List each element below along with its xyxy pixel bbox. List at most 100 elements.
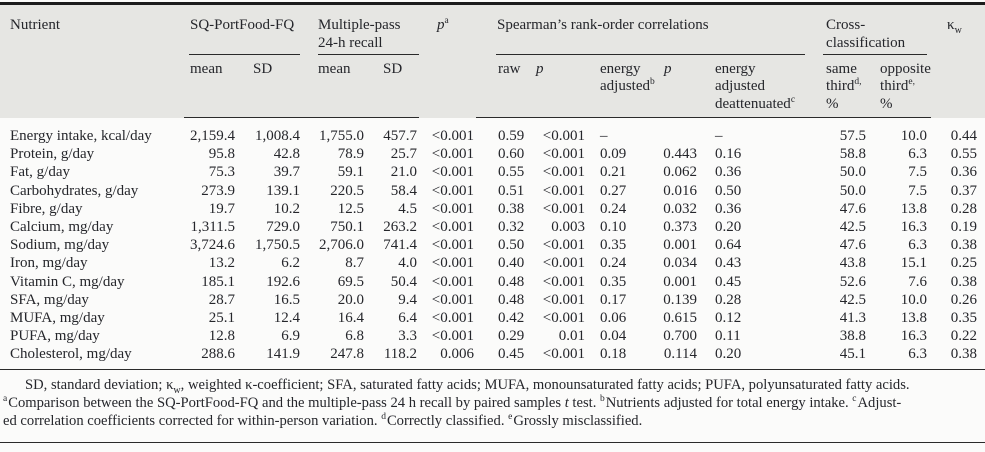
group-label-spearman: Spearman’s rank-order correlations	[497, 17, 709, 33]
recall-sd-cell: 263.2	[383, 219, 418, 236]
raw-correlation-cell: 0.45	[498, 346, 525, 363]
raw-p-cell: <0.001	[542, 182, 586, 199]
opposite-third-cell: 7.5	[908, 182, 928, 199]
group-label-cross: Cross-classification	[826, 17, 906, 51]
recall-mean-cell: 750.1	[330, 219, 364, 236]
nutrient-row: SFA, mg/day 28.7 16.5 20.0 9.4 <0.001 0.…	[0, 291, 985, 309]
same-third-cell: 50.0	[839, 164, 867, 181]
footnote-abbreviations: SD, standard deviation; κw, weighted κ-c…	[25, 376, 910, 396]
raw-p-cell: <0.001	[542, 291, 586, 308]
opposite-third-cell: 10.0	[900, 291, 928, 308]
nutrient-name-cell: Iron, mg/day	[10, 255, 88, 272]
raw-p-cell: <0.001	[542, 310, 586, 327]
recall-sd-cell: 4.5	[398, 200, 418, 217]
energy-adjusted-p-cell	[663, 118, 701, 146]
recall-mean-cell: 78.9	[337, 146, 364, 163]
nutrient-row: Fat, g/day 75.3 39.7 59.1 21.0 <0.001 0.…	[0, 163, 985, 181]
opposite-third-cell: 6.3	[908, 146, 928, 163]
raw-correlation-cell: 0.48	[498, 291, 525, 308]
kappa-w-cell: 0.35	[950, 310, 978, 327]
same-third-cell: 43.8	[839, 255, 867, 272]
p-label: p	[437, 17, 445, 33]
p-value-cell: <0.001	[431, 237, 475, 254]
same-third-cell: 45.1	[839, 346, 867, 363]
same-third-cell: 47.6	[839, 237, 867, 254]
energy-adjusted-cell: 0.17	[600, 291, 627, 308]
fq-mean-cell: 3,724.6	[190, 237, 235, 254]
raw-p-cell: <0.001	[542, 164, 586, 181]
fq-sd-cell: 10.2	[273, 200, 300, 217]
p-value-cell: <0.001	[431, 328, 475, 345]
deattenuated-cell: –	[715, 128, 723, 144]
nutrient-name-cell: MUFA, mg/day	[10, 310, 105, 327]
energy-adjusted-cell: 0.18	[600, 346, 627, 363]
fq-mean-cell: 185.1	[201, 273, 235, 290]
recall-sd-cell: 3.3	[398, 328, 418, 345]
footnote-marker-b: b	[600, 394, 605, 405]
deattenuated-cell: 0.16	[715, 146, 742, 163]
opposite-third-cell: 6.3	[908, 346, 928, 363]
energy-adjusted-cell: 0.27	[600, 182, 627, 199]
energy-adjusted-p-cell: 0.032	[663, 200, 698, 217]
group-underline	[823, 53, 928, 55]
table-footnotes: SD, standard deviation; κw, weighted κ-c…	[0, 376, 985, 431]
raw-p-cell: <0.001	[542, 237, 586, 254]
column-header-kappa-w: κw	[931, 3, 985, 118]
kappa-w-cell: 0.38	[950, 273, 978, 290]
nutrient-row: PUFA, mg/day 12.8 6.9 6.8 3.3 <0.001 0.2…	[0, 327, 985, 345]
deattenuated-cell: 0.50	[715, 182, 742, 199]
kappa-w-cell: 0.19	[950, 219, 978, 236]
same-third-cell: 52.6	[839, 273, 867, 290]
raw-p-cell: <0.001	[542, 200, 586, 217]
subheader-raw: raw	[476, 55, 523, 118]
fq-mean-cell: 288.6	[201, 346, 235, 363]
energy-adjusted-cell: 0.10	[600, 219, 627, 236]
p-value-cell: <0.001	[431, 146, 475, 163]
raw-correlation-cell: 0.40	[498, 255, 525, 272]
raw-correlation-cell: 0.51	[498, 182, 525, 199]
fq-sd-cell: 6.2	[281, 255, 300, 272]
deattenuated-cell: 0.36	[715, 164, 742, 181]
raw-correlation-cell: 0.50	[498, 237, 525, 254]
recall-mean-cell: 220.5	[330, 182, 364, 199]
subheader-recall-sd: SD	[366, 55, 420, 118]
nutrient-row: Sodium, mg/day 3,724.6 1,750.5 2,706.0 7…	[0, 236, 985, 254]
fq-sd-cell: 192.6	[266, 273, 300, 290]
p-superscript-a: a	[444, 16, 449, 26]
kappa-w-cell: 0.38	[950, 237, 978, 254]
same-third-cell: 41.3	[839, 310, 867, 327]
p-value-cell: <0.001	[431, 255, 475, 272]
deattenuated-cell: 0.45	[715, 273, 742, 290]
subheader-opposite-third: opposite thirde, %	[873, 55, 932, 118]
fq-mean-cell: 12.8	[208, 328, 235, 345]
fq-mean-cell: 28.7	[208, 291, 235, 308]
table-body: Energy intake, kcal/day 2,159.4 1,008.4 …	[0, 118, 985, 370]
raw-correlation-cell: 0.60	[498, 146, 525, 163]
p-value-cell: <0.001	[431, 127, 475, 144]
fq-mean-cell: 25.1	[208, 310, 235, 327]
opposite-third-cell: 7.5	[908, 164, 928, 181]
opposite-third-cell: 6.3	[908, 237, 928, 254]
energy-adjusted-cell: 0.06	[600, 310, 627, 327]
p-value-cell: 0.006	[440, 346, 475, 363]
nutrient-row: MUFA, mg/day 25.1 12.4 16.4 6.4 <0.001 0…	[0, 309, 985, 327]
raw-p-cell: 0.003	[551, 219, 586, 236]
subheader-fq-mean: mean	[184, 55, 237, 118]
p-value-cell: <0.001	[431, 219, 475, 236]
recall-sd-cell: 457.7	[383, 128, 418, 144]
nutrient-row: Calcium, mg/day 1,311.5 729.0 750.1 263.…	[0, 218, 985, 236]
p-value-cell: <0.001	[431, 182, 475, 199]
recall-mean-cell: 20.0	[337, 291, 364, 308]
same-third-cell: 58.8	[839, 146, 867, 163]
energy-adjusted-p-cell: 0.034	[663, 255, 698, 272]
deattenuated-cell: 0.11	[715, 328, 741, 345]
nutrient-row: Vitamin C, mg/day 185.1 192.6 69.5 50.4 …	[0, 273, 985, 291]
fq-sd-cell: 39.7	[273, 164, 300, 181]
kappa-w-cell: 0.25	[950, 255, 978, 272]
nutrient-name-cell: Sodium, mg/day	[10, 237, 110, 254]
opposite-third-cell: 7.6	[908, 273, 928, 290]
energy-adjusted-p-cell: 0.443	[663, 146, 698, 163]
kappa-w-cell: 0.28	[950, 200, 978, 217]
raw-correlation-cell: 0.55	[498, 164, 525, 181]
footnote-marker-d: d	[381, 412, 386, 423]
